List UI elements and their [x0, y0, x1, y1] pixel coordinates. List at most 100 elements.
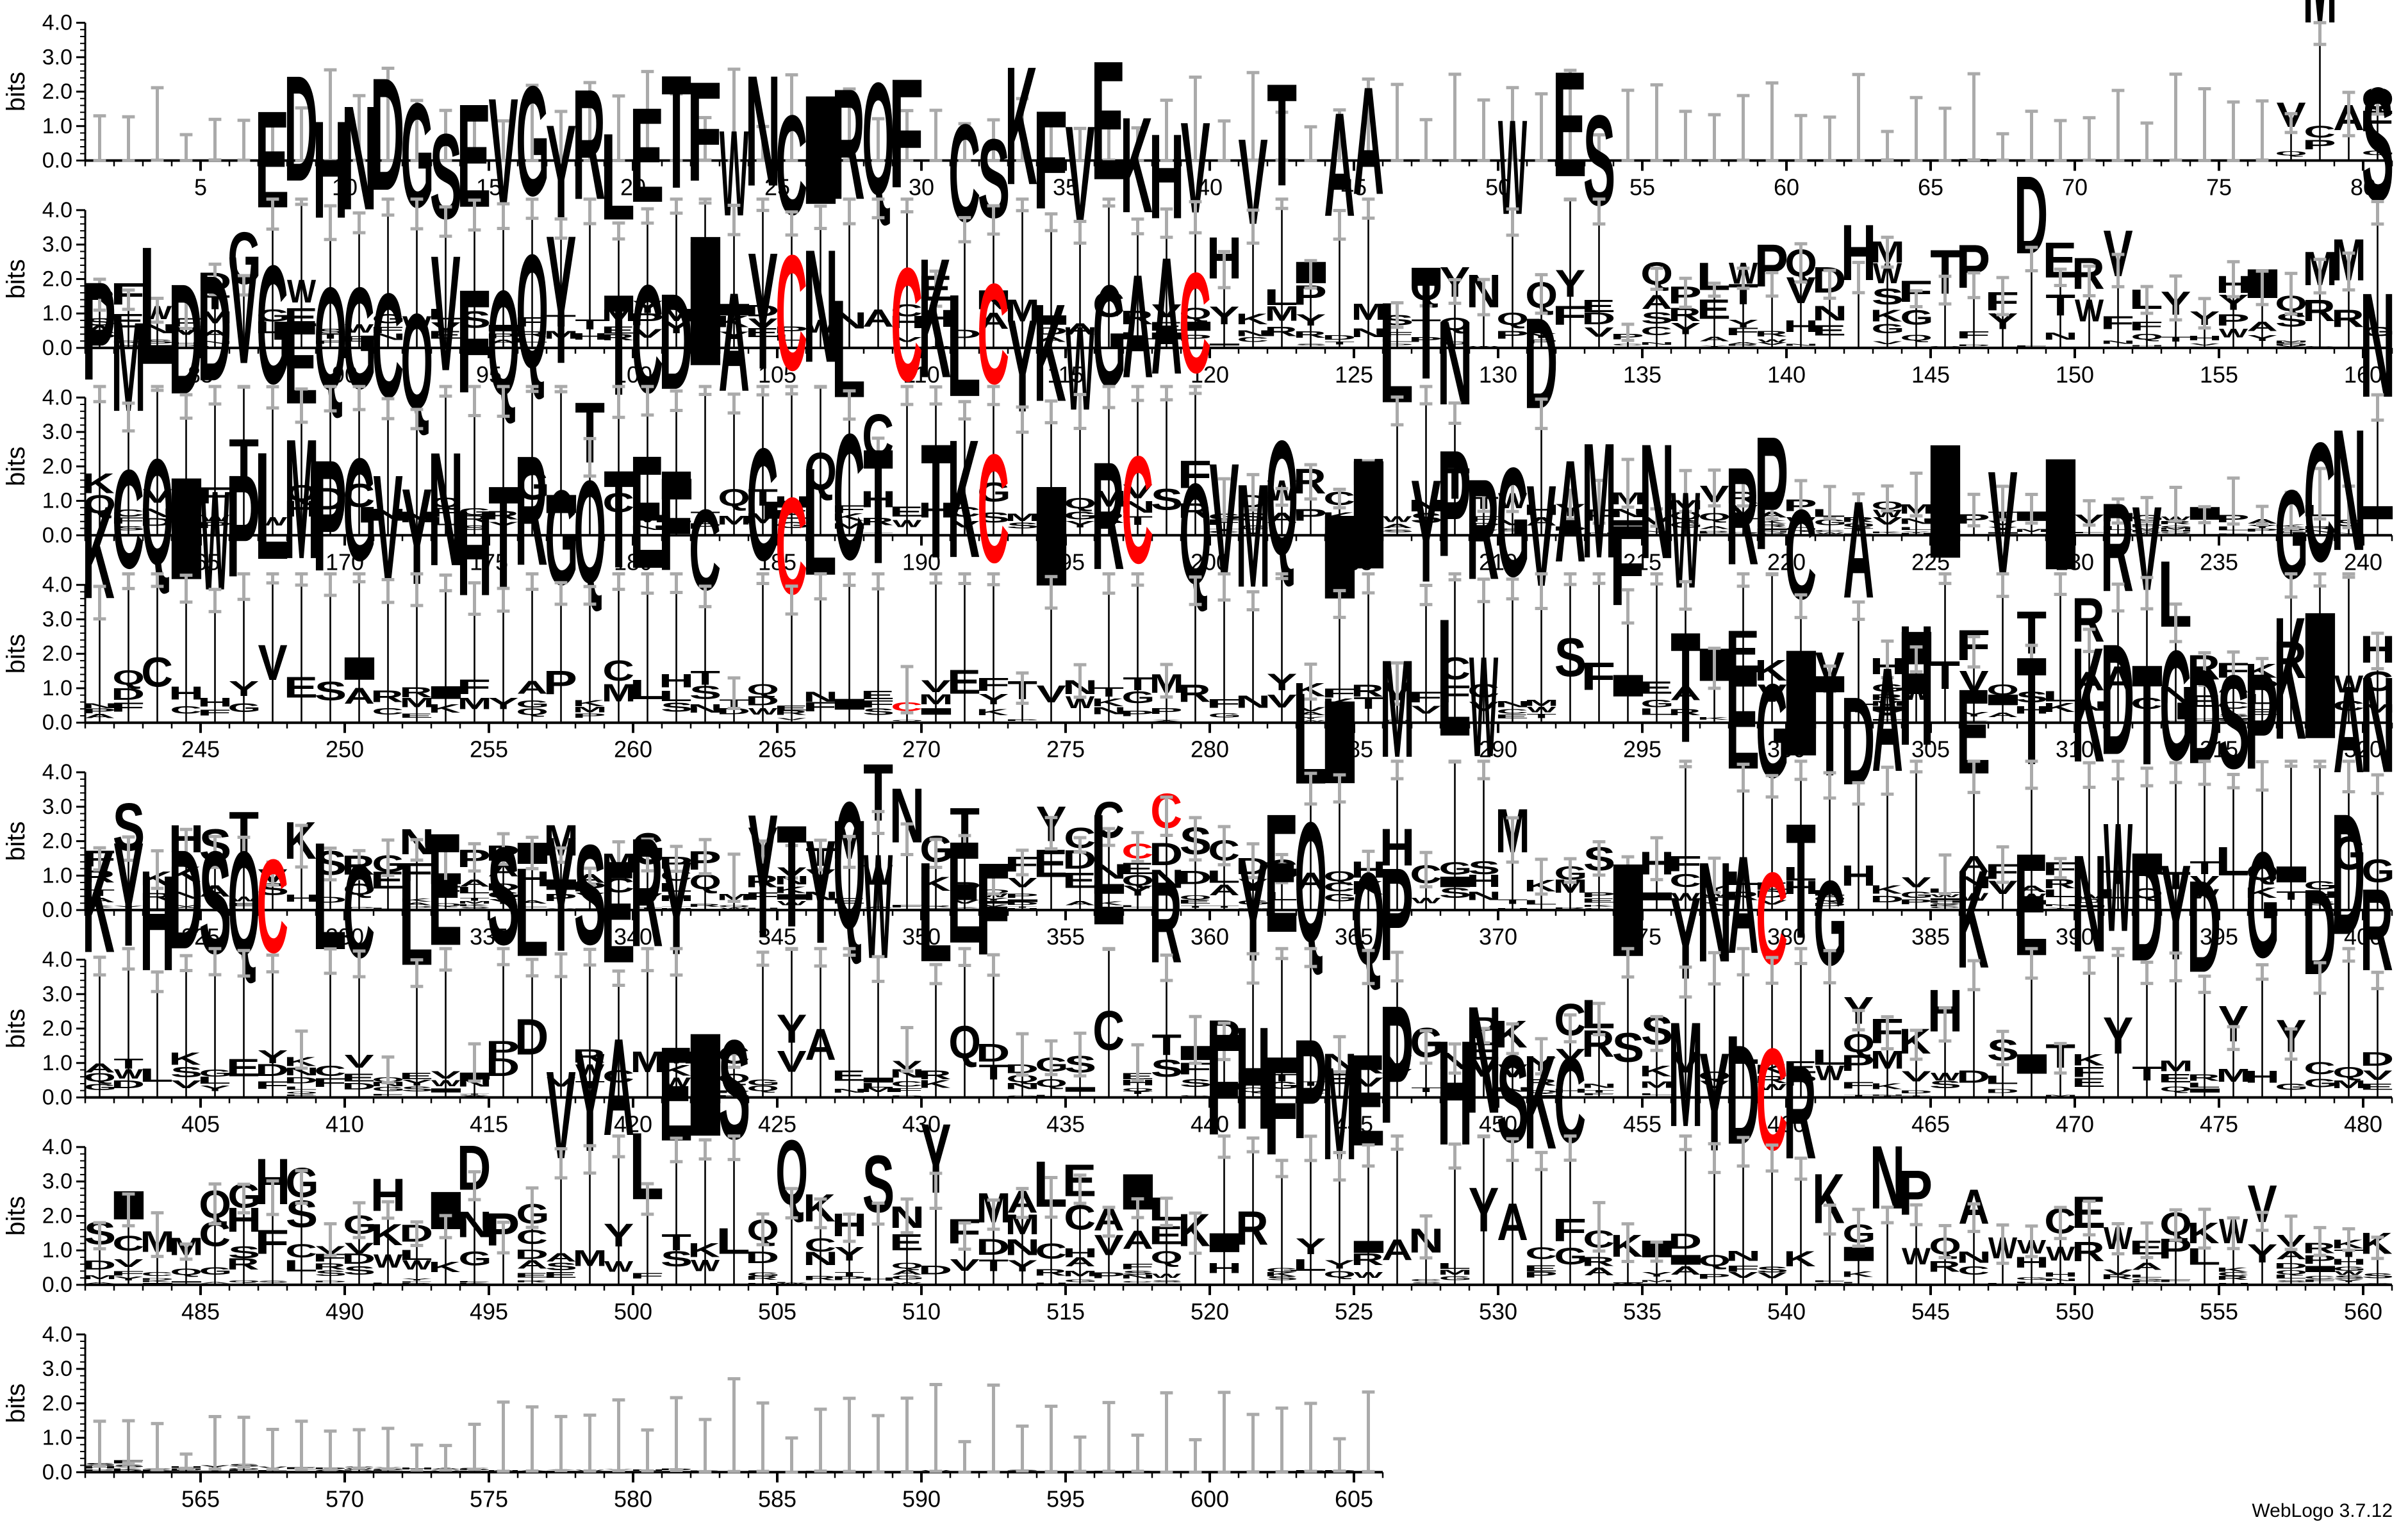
svg-text:360: 360 — [1191, 923, 1229, 950]
svg-text:L: L — [139, 1065, 174, 1086]
svg-text:V: V — [229, 224, 258, 396]
svg-text:70: 70 — [2062, 174, 2088, 201]
svg-text:P: P — [1380, 971, 1414, 1159]
svg-text:150: 150 — [2056, 361, 2094, 388]
svg-text:505: 505 — [758, 1298, 796, 1325]
svg-text:K: K — [1870, 883, 1902, 897]
svg-text:295: 295 — [1623, 736, 1662, 763]
svg-text:135: 135 — [1623, 361, 1662, 388]
svg-text:4.0: 4.0 — [42, 385, 72, 409]
svg-text:565: 565 — [181, 1485, 220, 1512]
svg-text:520: 520 — [1191, 1298, 1229, 1325]
svg-text:Y: Y — [748, 777, 779, 975]
svg-text:A: A — [1151, 224, 1182, 409]
svg-text:R: R — [2187, 1072, 2220, 1082]
svg-text:490: 490 — [326, 1298, 364, 1325]
svg-text:595: 595 — [1046, 1485, 1085, 1512]
svg-text:0.0: 0.0 — [42, 1086, 72, 1110]
svg-text:K: K — [2216, 1266, 2248, 1273]
svg-text:480: 480 — [2344, 1111, 2382, 1137]
svg-text:65: 65 — [1918, 174, 1943, 201]
svg-text:F: F — [687, 52, 722, 211]
svg-text:3.0: 3.0 — [42, 1170, 72, 1194]
svg-text:bits: bits — [2, 72, 30, 112]
svg-text:bits: bits — [2, 1009, 30, 1048]
svg-text:K: K — [1697, 716, 1729, 720]
svg-text:L: L — [773, 1282, 808, 1283]
svg-text:540: 540 — [1767, 1298, 1806, 1325]
svg-text:280: 280 — [1191, 736, 1229, 763]
svg-text:1.0: 1.0 — [42, 676, 72, 700]
svg-text:K: K — [428, 1259, 461, 1275]
svg-text:C: C — [2304, 408, 2336, 598]
svg-text:R: R — [1034, 1267, 1067, 1278]
svg-text:3.0: 3.0 — [42, 45, 72, 69]
svg-text:515: 515 — [1046, 1298, 1085, 1325]
svg-text:555: 555 — [2200, 1298, 2238, 1325]
svg-text:G: G — [343, 428, 376, 591]
svg-text:2.0: 2.0 — [42, 1204, 72, 1228]
svg-text:Y: Y — [546, 197, 577, 402]
svg-text:R: R — [1264, 324, 1298, 339]
svg-text:435: 435 — [1046, 1111, 1085, 1137]
svg-text:K: K — [111, 1468, 144, 1470]
svg-text:K: K — [947, 404, 980, 593]
svg-text:bits: bits — [2, 1196, 30, 1236]
svg-text:570: 570 — [326, 1485, 364, 1512]
svg-text:485: 485 — [181, 1298, 220, 1325]
svg-text:155: 155 — [2200, 361, 2238, 388]
svg-text:L: L — [1437, 1262, 1471, 1271]
svg-text:4.0: 4.0 — [42, 11, 72, 35]
svg-text:250: 250 — [326, 736, 364, 763]
svg-text:R: R — [1293, 329, 1326, 340]
svg-text:4.0: 4.0 — [42, 198, 72, 222]
svg-text:N: N — [1639, 411, 1675, 594]
svg-text:410: 410 — [326, 1111, 364, 1137]
svg-text:455: 455 — [1623, 1111, 1662, 1137]
svg-text:K: K — [1235, 311, 1268, 328]
svg-text:R: R — [1726, 440, 1759, 595]
svg-text:P: P — [1754, 402, 1788, 584]
svg-text:0.0: 0.0 — [42, 149, 72, 173]
svg-text:1.0: 1.0 — [42, 863, 72, 888]
svg-text:1.0: 1.0 — [42, 301, 72, 326]
svg-text:bits: bits — [2, 259, 30, 299]
svg-text:530: 530 — [1479, 1298, 1517, 1325]
svg-text:K: K — [1005, 31, 1037, 220]
svg-text:2.0: 2.0 — [42, 454, 72, 479]
svg-text:3.0: 3.0 — [42, 982, 72, 1006]
svg-text:580: 580 — [614, 1485, 652, 1512]
svg-text:270: 270 — [902, 736, 941, 763]
svg-text:K: K — [1639, 1063, 1672, 1080]
svg-text:bits: bits — [2, 821, 30, 861]
svg-text:355: 355 — [1046, 923, 1085, 950]
svg-text:4.0: 4.0 — [42, 760, 72, 784]
svg-text:545: 545 — [1911, 1298, 1950, 1325]
svg-text:145: 145 — [1911, 361, 1950, 388]
svg-text:K: K — [1841, 1270, 1874, 1278]
svg-text:4.0: 4.0 — [42, 1135, 72, 1159]
svg-text:R: R — [2331, 304, 2364, 333]
svg-text:E: E — [1264, 779, 1299, 968]
svg-text:265: 265 — [758, 736, 796, 763]
svg-text:5: 5 — [194, 174, 207, 201]
svg-text:L: L — [2129, 1274, 2163, 1278]
svg-text:475: 475 — [2200, 1111, 2238, 1137]
svg-text:2.0: 2.0 — [42, 79, 72, 104]
svg-text:W: W — [2104, 791, 2132, 965]
svg-text:550: 550 — [2056, 1298, 2094, 1325]
svg-text:575: 575 — [470, 1485, 508, 1512]
svg-text:55: 55 — [1629, 174, 1655, 201]
svg-text:1.0: 1.0 — [42, 1426, 72, 1450]
svg-text:T: T — [777, 795, 807, 957]
svg-text:K: K — [428, 702, 461, 715]
svg-text:245: 245 — [181, 736, 220, 763]
svg-text:T: T — [1670, 599, 1701, 775]
svg-text:M: M — [1669, 991, 1703, 1158]
svg-text:3.0: 3.0 — [42, 233, 72, 257]
svg-text:R: R — [1235, 1202, 1269, 1255]
svg-text:R: R — [688, 903, 721, 907]
svg-text:F: F — [889, 46, 923, 220]
svg-text:260: 260 — [614, 736, 652, 763]
svg-text:C: C — [1121, 425, 1153, 595]
